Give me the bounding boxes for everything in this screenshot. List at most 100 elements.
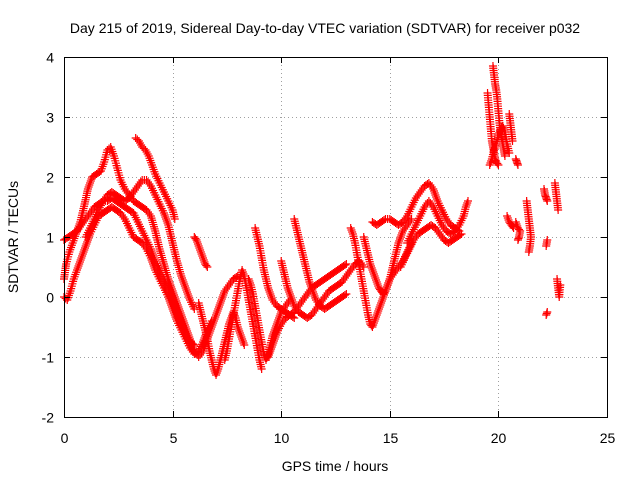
- data-point: [369, 268, 378, 276]
- data-point: [348, 228, 357, 236]
- data-point: [270, 335, 279, 343]
- data-point: [86, 177, 95, 185]
- data-point: [234, 325, 243, 333]
- data-point: [266, 347, 275, 355]
- data-point: [214, 305, 223, 313]
- data-point: [407, 215, 416, 223]
- data-point: [84, 183, 93, 191]
- data-point: [150, 255, 159, 263]
- data-point: [368, 266, 377, 274]
- data-point: [369, 319, 378, 327]
- data-point: [513, 222, 522, 230]
- data-point: [432, 193, 441, 201]
- data-point: [217, 297, 226, 305]
- data-point: [503, 212, 512, 220]
- data-point: [380, 288, 389, 297]
- data-point: [167, 294, 176, 302]
- data-point: [216, 299, 225, 307]
- series-track-n: [359, 215, 416, 298]
- data-point: [340, 291, 349, 299]
- data-point: [372, 278, 381, 286]
- data-point: [185, 294, 194, 302]
- x-tick-label: 20: [491, 430, 507, 446]
- data-point: [150, 224, 159, 233]
- data-point: [524, 248, 533, 256]
- y-tick-label: -2: [42, 410, 55, 426]
- x-tick-label: 0: [61, 430, 69, 446]
- data-point: [183, 290, 192, 298]
- series-track-i: [251, 224, 299, 322]
- data-point: [200, 258, 209, 266]
- data-point: [368, 323, 377, 331]
- data-point: [371, 274, 380, 282]
- data-point: [239, 270, 248, 278]
- data-point: [372, 311, 381, 319]
- data-point: [156, 247, 165, 256]
- series-track-m: [346, 224, 416, 331]
- data-point: [382, 285, 391, 293]
- data-point: [167, 292, 176, 300]
- y-tick-label: 3: [46, 110, 54, 126]
- data-point: [215, 301, 224, 309]
- data-point: [264, 286, 273, 294]
- data-point: [457, 230, 466, 238]
- series-track-d: [81, 176, 199, 313]
- data-point: [166, 290, 175, 298]
- data-point: [237, 333, 246, 341]
- data-point: [178, 276, 187, 284]
- y-axis-label: SDTVAR / TECUs: [5, 181, 21, 293]
- data-point: [119, 213, 128, 221]
- data-point: [370, 317, 379, 325]
- data-point: [485, 161, 494, 169]
- data-point: [347, 226, 356, 234]
- series-track-l: [290, 215, 351, 313]
- data-point: [285, 290, 294, 298]
- data-point: [267, 294, 276, 302]
- data-point: [245, 277, 254, 285]
- data-point: [431, 191, 440, 199]
- data-point: [184, 292, 193, 300]
- series-track-q: [396, 221, 466, 271]
- data-point: [429, 187, 438, 195]
- data-point: [309, 288, 318, 296]
- data-point: [75, 260, 84, 268]
- data-point: [156, 249, 165, 258]
- data-point: [159, 209, 168, 217]
- data-point: [158, 255, 167, 264]
- data-point: [372, 276, 381, 284]
- data-point: [149, 251, 158, 259]
- data-point: [346, 224, 355, 232]
- data-point: [220, 289, 229, 297]
- data-point: [193, 240, 202, 248]
- data-point: [512, 220, 521, 228]
- data-point: [382, 283, 391, 291]
- data-point: [494, 161, 503, 169]
- data-point: [149, 220, 158, 229]
- data-point: [374, 305, 383, 313]
- data-point: [397, 231, 406, 239]
- data-point: [556, 281, 565, 289]
- data-point: [288, 298, 297, 306]
- data-point: [453, 223, 462, 231]
- data-point: [143, 150, 152, 158]
- data-point: [381, 287, 390, 295]
- data-point: [147, 214, 156, 223]
- data-point: [73, 264, 82, 272]
- data-point: [162, 215, 171, 223]
- data-point: [74, 262, 83, 270]
- data-point: [244, 275, 253, 283]
- data-point: [309, 290, 318, 298]
- data-point: [164, 284, 173, 292]
- x-tick-label: 10: [274, 430, 290, 446]
- data-point: [513, 161, 522, 169]
- data-point: [306, 280, 315, 288]
- series-track-ab: [550, 179, 563, 214]
- data-point: [264, 353, 273, 361]
- data-point: [174, 312, 183, 320]
- series-track-c: [60, 194, 199, 349]
- data-point: [268, 341, 277, 349]
- data-point: [197, 250, 206, 258]
- data-point: [212, 369, 221, 377]
- data-point: [374, 307, 383, 315]
